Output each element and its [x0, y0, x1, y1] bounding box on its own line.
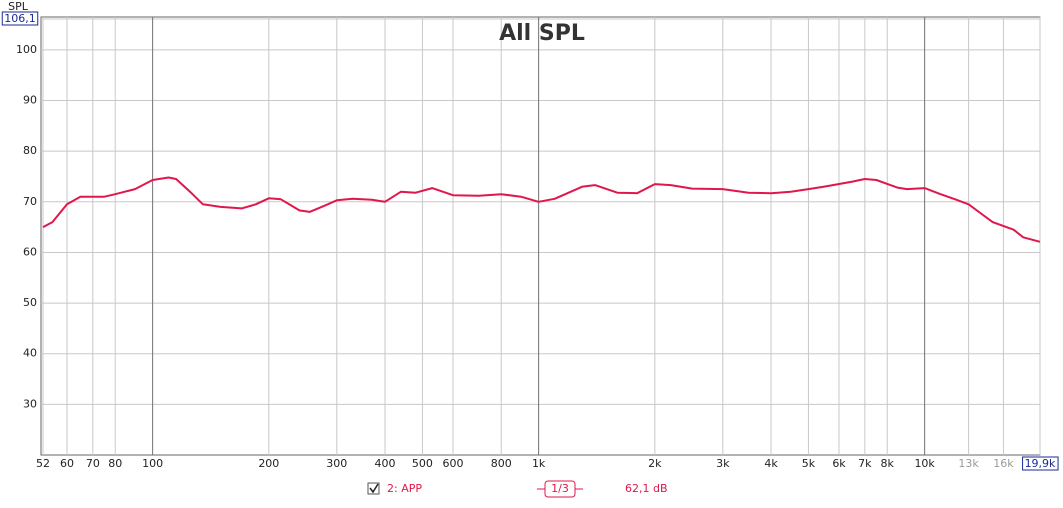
x-tick-label: 13k — [958, 457, 979, 470]
y-tick-label: 70 — [23, 195, 37, 208]
tick-box — [1022, 456, 1059, 471]
legend-entry[interactable]: 2: APP — [387, 482, 422, 495]
x-tick-label: 80 — [108, 457, 122, 470]
y-axis-label: SPL — [8, 0, 29, 13]
x-tick-label: 5k — [802, 457, 816, 470]
y-tick-label: 106,1 — [4, 12, 36, 25]
y-tick-label: 80 — [23, 144, 37, 157]
x-tick-label: 4k — [764, 457, 778, 470]
x-tick-label: 3k — [716, 457, 730, 470]
legend-checkbox[interactable] — [367, 482, 380, 495]
y-tick-label: 90 — [23, 94, 37, 107]
x-tick-label: 100 — [142, 457, 163, 470]
y-tick-label: 100 — [16, 43, 37, 56]
x-tick-label: 70 — [86, 457, 100, 470]
cursor-value: 62,1 dB — [625, 482, 668, 495]
x-tick-label: 800 — [491, 457, 512, 470]
y-tick-label: 40 — [23, 347, 37, 360]
x-tick-label: 52 — [36, 457, 50, 470]
x-tick-label: 19,9k — [1025, 457, 1056, 470]
x-tick-label: 7k — [858, 457, 872, 470]
x-tick-label: 600 — [442, 457, 463, 470]
checkmark — [369, 483, 379, 494]
x-tick-label: 500 — [412, 457, 433, 470]
x-tick-label: 60 — [60, 457, 74, 470]
x-tick-label: 200 — [258, 457, 279, 470]
x-tick-label: 1k — [532, 457, 546, 470]
y-tick-label: 60 — [23, 245, 37, 258]
x-tick-label: 6k — [832, 457, 846, 470]
series-line — [42, 176, 1041, 243]
plot-area — [40, 16, 1041, 456]
x-tick-label: 16k — [993, 457, 1014, 470]
y-tick-label: 50 — [23, 296, 37, 309]
x-tick-label: 2k — [648, 457, 662, 470]
x-tick-label: 8k — [881, 457, 895, 470]
y-tick-label: 30 — [23, 397, 37, 410]
x-tick-label: 300 — [326, 457, 347, 470]
smoothing-label: 1/3 — [551, 482, 569, 495]
x-tick-label: 400 — [375, 457, 396, 470]
chart-title: All SPL — [499, 21, 585, 46]
x-tick-label: 10k — [914, 457, 935, 470]
tick-box — [1, 11, 39, 26]
